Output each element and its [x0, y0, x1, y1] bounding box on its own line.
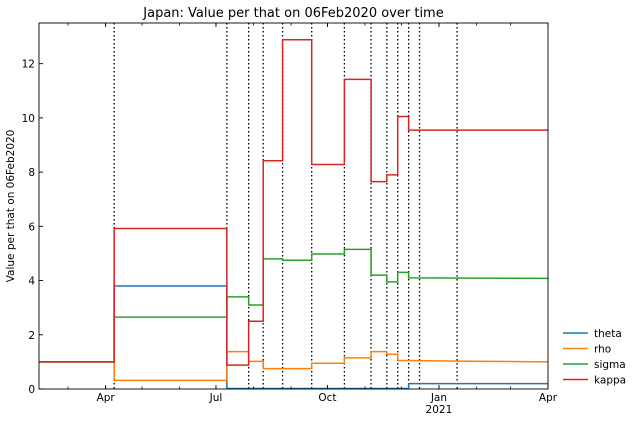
- series-line-sigma: [39, 248, 549, 363]
- legend-label-theta: theta: [594, 328, 622, 340]
- plot-frame: [38, 22, 549, 390]
- chart-title: Japan: Value per that on 06Feb2020 over …: [142, 6, 443, 21]
- x-tick-label: Jul: [209, 392, 223, 404]
- y-tick-label: 8: [28, 167, 35, 179]
- legend-label-sigma: sigma: [594, 359, 626, 371]
- x-tick-label: Apr: [97, 392, 116, 404]
- series-line-kappa: [39, 39, 548, 366]
- y-axis-label: Value per that on 06Feb2020: [5, 130, 17, 283]
- legend: theta rho sigma kappa: [563, 328, 626, 387]
- x-tick-label: Jan: [430, 392, 447, 404]
- x-tick-sublabel: 2021: [426, 404, 453, 416]
- series-line-theta: [39, 285, 548, 390]
- y-tick-label: 10: [22, 113, 35, 125]
- series-lines: [39, 39, 549, 390]
- legend-label-kappa: kappa: [594, 375, 626, 387]
- series-line-rho: [39, 350, 549, 382]
- y-tick-label: 0: [28, 384, 35, 396]
- change-date-lines: [113, 23, 458, 389]
- y-axis-ticks: 0 2 4 6 8 10 12: [22, 59, 43, 396]
- y-tick-label: 2: [28, 330, 35, 342]
- x-tick-label: Apr: [539, 392, 558, 404]
- y-tick-label: 12: [22, 59, 35, 71]
- x-tick-label: Oct: [318, 392, 336, 404]
- legend-label-rho: rho: [594, 344, 611, 356]
- y-tick-label: 4: [28, 276, 35, 288]
- y-tick-label: 6: [28, 221, 35, 233]
